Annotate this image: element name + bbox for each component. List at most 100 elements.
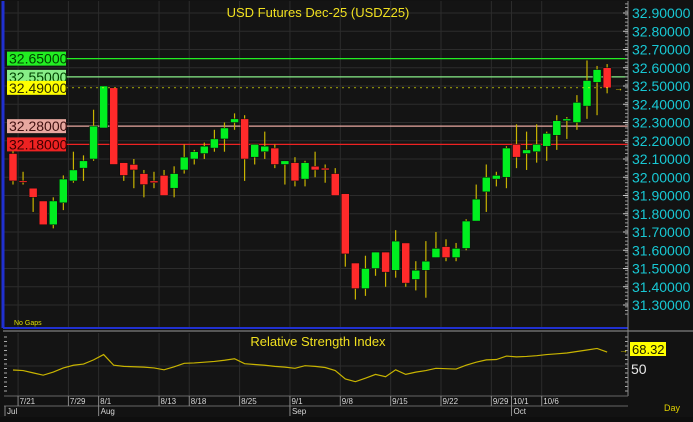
period-label[interactable]: Day [664, 403, 681, 413]
candle-down [441, 246, 451, 258]
candle-up [552, 120, 562, 136]
level-badge [7, 137, 66, 152]
candles [8, 60, 612, 300]
candle-up [200, 145, 209, 154]
candle-up [230, 118, 239, 123]
price-tick-label: 31.50000 [632, 261, 691, 277]
candle-down [290, 162, 300, 182]
candle-down [330, 173, 340, 196]
candle-up [502, 147, 511, 178]
candle-up [69, 169, 78, 182]
price-tick-label: 31.70000 [632, 224, 691, 240]
last-price-label: 32.49000 [9, 80, 68, 96]
month-label: Oct [514, 407, 527, 416]
level-badge [7, 119, 66, 134]
candle-up [250, 144, 259, 158]
candle-down [310, 166, 320, 171]
level-badge-label: 32.28000 [9, 118, 68, 134]
candle-up [592, 69, 602, 83]
date-label: 7/21 [20, 397, 36, 406]
date-label: 9/15 [392, 397, 408, 406]
date-label: 7/29 [70, 397, 86, 406]
candle-up [492, 175, 501, 180]
candle-up [411, 270, 421, 280]
candle-down [38, 200, 48, 225]
candle-down [240, 118, 249, 160]
date-label: 9/22 [443, 397, 459, 406]
rsi-title: Relative Strength Index [250, 334, 386, 349]
date-label: 8/18 [191, 397, 207, 406]
candle-down [159, 175, 169, 196]
candle-down [341, 193, 350, 255]
rsi-line [12, 347, 608, 383]
level-labels: 32.6500032.5500032.2800032.1800032.49000… [7, 51, 623, 152]
date-label: 9/1 [291, 397, 303, 406]
level-badge [7, 51, 66, 66]
candle-down [320, 167, 330, 171]
date-axis[interactable]: 7/21 7/29 8/1 8/13 8/18 8/25 9/1 9/8 9/15 9/22 9/2… [4, 396, 559, 416]
candle-up [169, 173, 179, 189]
price-tick-label: 32.90000 [632, 5, 691, 21]
gap-mode-label: No Gaps [14, 320, 42, 327]
candle-up [210, 138, 219, 149]
candle-up [421, 260, 431, 271]
candle-up [391, 240, 400, 271]
price-tick-label: 32.60000 [632, 60, 691, 76]
price-tick-label: 32.30000 [632, 115, 691, 131]
candle-up [179, 156, 189, 171]
level-badge [7, 69, 66, 84]
last-price-arrow-icon: → [614, 83, 623, 93]
price-tick-label: 32.20000 [632, 133, 691, 149]
rsi-arrow-icon: → [619, 345, 628, 355]
month-label: Jul [7, 407, 17, 416]
candle-up [79, 160, 88, 169]
price-panel[interactable] [4, 1, 628, 328]
candle-up [220, 127, 229, 140]
rsi-last-badge [630, 342, 666, 356]
month-label: Sep [292, 407, 307, 416]
candle-up [89, 125, 98, 160]
candle-up [532, 144, 541, 152]
price-tick-label: 31.30000 [632, 297, 691, 313]
price-tick-label: 31.80000 [632, 206, 691, 222]
candle-down [401, 242, 410, 284]
date-label: 10/6 [543, 397, 559, 406]
price-tick-label: 32.40000 [632, 96, 691, 112]
price-axis[interactable]: 32.90000 32.80000 32.70000 32.60000 32.50000… [623, 3, 691, 315]
candle-up [482, 177, 491, 193]
rsi-panel[interactable] [4, 333, 628, 396]
candle-up [451, 248, 461, 258]
candle-up [431, 248, 441, 258]
date-label: 9/8 [342, 397, 354, 406]
date-label: 9/29 [493, 397, 509, 406]
candle-up [542, 133, 551, 147]
candle-down [109, 87, 118, 165]
candle-down [28, 187, 38, 198]
chart-title: USD Futures Dec-25 (USDZ25) [227, 5, 410, 20]
candle-down [149, 180, 159, 183]
candle-up [471, 198, 481, 222]
date-label: 8/1 [100, 397, 112, 406]
price-tick-label: 32.70000 [632, 42, 691, 58]
price-tick-label: 31.40000 [632, 279, 691, 295]
candle-down [129, 164, 139, 171]
candle-down [139, 173, 149, 185]
level-badge-label: 32.65000 [9, 51, 68, 67]
date-label: 8/25 [241, 397, 257, 406]
date-label: 10/1 [513, 397, 529, 406]
price-tick-label: 32.50000 [632, 78, 691, 94]
candle-up [371, 251, 380, 269]
gridlines [4, 1, 628, 396]
candle-down [381, 251, 390, 273]
candle-up [572, 102, 582, 123]
price-tick-label: 32.00000 [632, 169, 691, 185]
candle-down [512, 144, 521, 158]
candle-down [8, 153, 18, 182]
level-badge-label: 32.18000 [9, 136, 68, 152]
rsi-last-value: 68.32 [632, 342, 665, 357]
candle-up [99, 85, 108, 129]
candle-up [582, 80, 592, 107]
candle-down [119, 162, 129, 176]
price-tick-label: 32.80000 [632, 23, 691, 39]
